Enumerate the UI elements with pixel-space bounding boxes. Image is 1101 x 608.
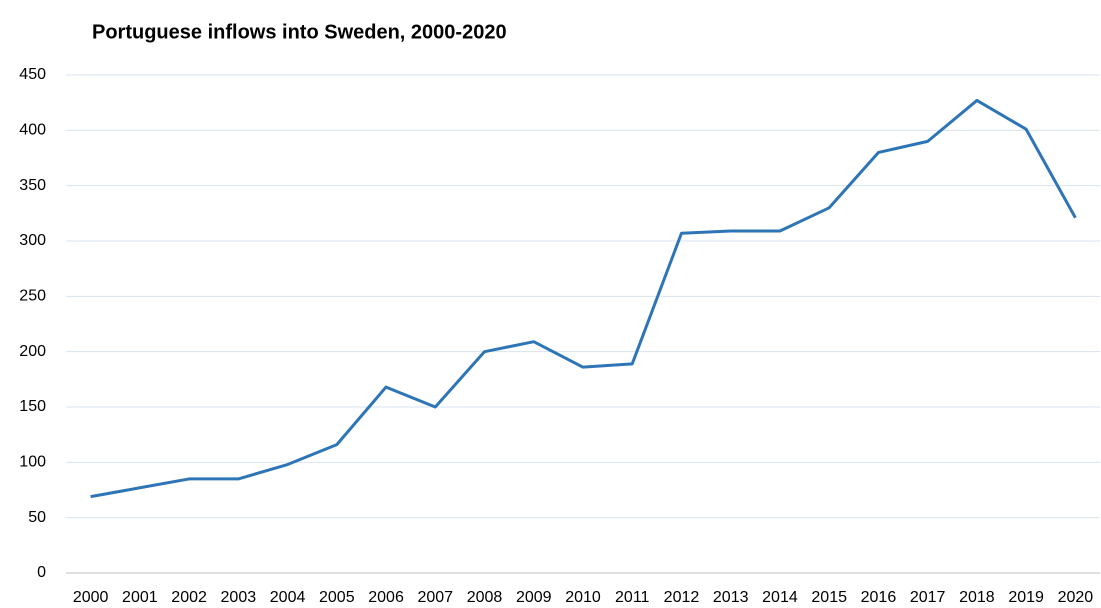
y-tick-label: 450 <box>19 66 46 83</box>
y-tick-label: 0 <box>37 564 46 581</box>
y-tick-label: 300 <box>19 232 46 249</box>
x-tick-label: 2014 <box>762 589 798 606</box>
y-tick-label: 350 <box>19 177 46 194</box>
x-tick-label: 2019 <box>1008 589 1044 606</box>
y-tick-label: 250 <box>19 288 46 305</box>
x-tick-label: 2004 <box>270 589 306 606</box>
y-tick-label: 50 <box>28 509 46 526</box>
x-tick-label: 2012 <box>664 589 700 606</box>
x-tick-label: 2006 <box>368 589 404 606</box>
x-tick-label: 2002 <box>171 589 207 606</box>
x-tick-label: 2017 <box>910 589 946 606</box>
x-tick-label: 2020 <box>1058 589 1094 606</box>
x-tick-label: 2011 <box>615 589 650 606</box>
x-tick-label: 2013 <box>713 589 749 606</box>
x-tick-label: 2007 <box>417 589 453 606</box>
x-tick-label: 2009 <box>516 589 552 606</box>
line-series <box>90 98 1077 499</box>
x-tick-label: 2000 <box>73 589 109 606</box>
x-tick-label: 2003 <box>221 589 257 606</box>
chart-title: Portuguese inflows into Sweden, 2000-202… <box>92 21 507 43</box>
x-tick-label: 2008 <box>467 589 503 606</box>
x-tick-label: 2001 <box>122 589 158 606</box>
y-tick-label: 150 <box>19 398 46 415</box>
x-tick-label: 2015 <box>811 589 847 606</box>
x-tick-label: 2005 <box>319 589 355 606</box>
x-tick-label: 2016 <box>861 589 897 606</box>
x-tick-label: 2018 <box>959 589 995 606</box>
y-tick-label: 200 <box>19 343 46 360</box>
x-tick-label: 2010 <box>565 589 601 606</box>
y-tick-label: 400 <box>19 122 46 139</box>
y-tick-label: 100 <box>19 454 46 471</box>
